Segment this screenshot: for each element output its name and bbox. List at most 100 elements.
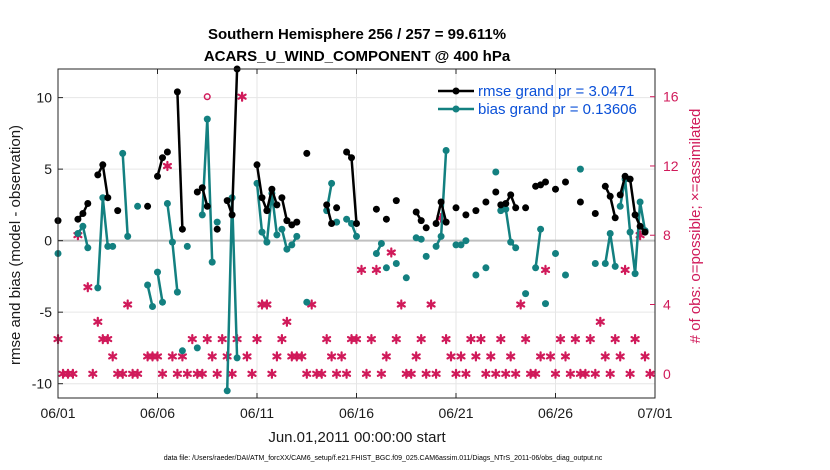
bias-point <box>208 258 216 266</box>
rmse-point <box>99 161 107 169</box>
rmse-point <box>253 161 261 169</box>
x-tick-label: 06/26 <box>538 405 573 421</box>
obs-assimilated-marker <box>476 334 486 345</box>
obs-assimilated-marker <box>431 368 441 379</box>
bias-point <box>178 347 186 355</box>
bias-point <box>353 232 360 240</box>
data-file-footer: data file: /Users/raeder/DAI/ATM_forcXX/… <box>164 455 603 462</box>
obs-assimilated-marker <box>332 368 342 379</box>
bias-point <box>104 242 112 250</box>
rmse-point <box>198 184 206 192</box>
obs-assimilated-marker <box>396 299 406 310</box>
bias-point <box>507 238 515 246</box>
rmse-point <box>303 149 311 157</box>
obs-assimilated-marker <box>426 299 436 310</box>
y-tick-label: -10 <box>32 376 52 392</box>
obs-assimilated-marker <box>525 368 536 379</box>
bias-point <box>273 231 281 239</box>
rmse-point <box>353 220 360 227</box>
bias-point <box>94 284 102 292</box>
rmse-point <box>542 178 549 186</box>
rmse-point <box>641 228 649 236</box>
bias-line-segment <box>166 203 179 293</box>
obs-assimilated-marker <box>366 334 376 345</box>
bias-line-segment <box>146 284 154 307</box>
y-axis-right-label: # of obs: o=possible; ×=assimilated <box>687 109 704 344</box>
rmse-point <box>591 210 599 217</box>
obs-assimilated-marker <box>406 368 416 379</box>
bias-point <box>492 168 500 176</box>
y-right-tick-label: 12 <box>663 158 679 174</box>
obs-assimilated-marker <box>356 264 367 275</box>
obs-assimilated-marker <box>560 351 571 362</box>
bias-point <box>462 237 470 245</box>
rmse-point <box>576 198 584 206</box>
bias-point <box>472 271 480 279</box>
bias-line-segment <box>156 271 164 303</box>
legend-rmse-marker <box>452 87 460 95</box>
obs-assimilated-marker <box>292 351 302 362</box>
obs-assimilated-marker <box>481 368 491 379</box>
obs-assimilated-marker <box>247 368 257 379</box>
obs-assimilated-marker <box>605 368 615 379</box>
rmse-point <box>552 185 559 193</box>
obs-assimilated-marker <box>207 351 217 362</box>
bias-point <box>149 303 156 310</box>
obs-assimilated-marker <box>58 368 68 379</box>
obs-assimilated-marker <box>212 368 222 379</box>
bias-point <box>636 198 644 206</box>
bias-point <box>233 354 241 362</box>
y-right-tick-label: 4 <box>663 296 671 312</box>
axis-ticks <box>57 69 656 398</box>
obs-assimilated-marker <box>108 351 118 362</box>
obs-assimilated-marker <box>182 368 192 379</box>
bias-point <box>522 290 530 298</box>
y-right-tick-label: 16 <box>663 89 679 105</box>
bias-point <box>213 218 221 226</box>
bias-point <box>283 245 291 253</box>
rmse-point <box>412 208 420 216</box>
obs-assimilated-marker <box>600 351 610 362</box>
legend-bias-marker <box>452 105 460 113</box>
rmse-line-segment <box>226 68 239 217</box>
rmse-point <box>452 204 460 212</box>
rmse-point <box>482 198 490 206</box>
bias-point <box>343 215 351 223</box>
bias-point <box>99 194 107 202</box>
obs-assimilated-marker <box>282 316 292 327</box>
obs-assimilated-marker <box>530 368 541 379</box>
rmse-point <box>626 175 634 183</box>
rmse-line-segment <box>176 91 184 230</box>
obs-assimilated-marker <box>68 368 78 379</box>
obs-assimilated-marker <box>167 351 177 362</box>
rmse-point <box>606 192 614 200</box>
rmse-point <box>268 185 276 193</box>
obs-assimilated-marker <box>337 351 347 362</box>
bias-point <box>591 260 599 267</box>
bias-point <box>278 225 286 233</box>
obs-assimilated-marker <box>327 351 337 362</box>
bias-point <box>288 241 296 249</box>
obs-assimilated-marker <box>237 91 247 102</box>
x-tick-label: 07/01 <box>637 405 672 421</box>
obs-assimilated-marker <box>610 334 620 345</box>
rmse-point <box>392 197 400 205</box>
obs-assimilated-marker <box>521 334 531 345</box>
rmse-point <box>562 178 569 186</box>
bias-point <box>74 230 82 237</box>
rmse-point <box>104 194 112 202</box>
y-tick-label: 0 <box>44 233 52 249</box>
bias-point <box>183 242 191 250</box>
obs-assimilated-marker <box>302 368 312 379</box>
rmse-series <box>54 65 649 236</box>
obs-assimilated-marker <box>202 334 212 345</box>
legend-rmse-label: rmse grand pr = 3.0471 <box>478 83 634 100</box>
rmse-line-segment <box>96 163 110 198</box>
obs-assimilated-marker <box>535 351 546 362</box>
obs-assimilated-marker <box>277 334 287 345</box>
rmse-point <box>512 204 520 212</box>
rmse-point <box>343 148 351 156</box>
obs-assimilated-marker <box>471 351 481 362</box>
rmse-point <box>636 222 644 230</box>
